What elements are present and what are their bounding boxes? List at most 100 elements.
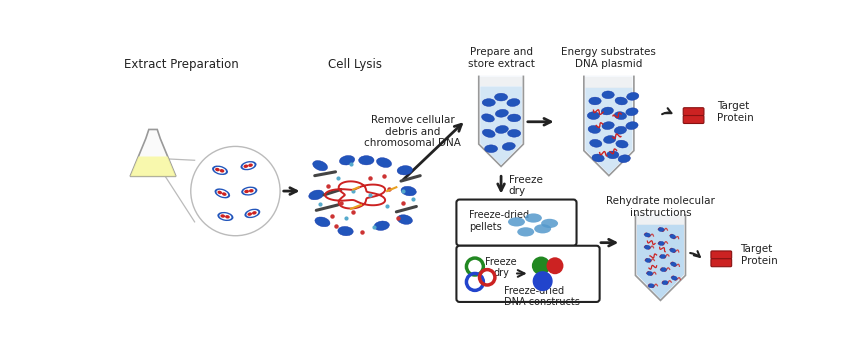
- Ellipse shape: [313, 161, 327, 171]
- Ellipse shape: [658, 241, 664, 246]
- Ellipse shape: [243, 164, 248, 168]
- Ellipse shape: [377, 158, 392, 167]
- Ellipse shape: [618, 155, 631, 163]
- Ellipse shape: [215, 168, 220, 171]
- Polygon shape: [636, 214, 685, 300]
- Polygon shape: [586, 77, 632, 88]
- Ellipse shape: [670, 248, 676, 252]
- Ellipse shape: [602, 122, 615, 130]
- Polygon shape: [130, 157, 176, 176]
- Ellipse shape: [647, 271, 653, 276]
- Ellipse shape: [507, 99, 520, 106]
- Ellipse shape: [671, 262, 677, 266]
- Polygon shape: [479, 76, 524, 166]
- Ellipse shape: [626, 92, 639, 100]
- Ellipse shape: [214, 167, 226, 174]
- Text: Freeze-dried
pellets: Freeze-dried pellets: [468, 210, 529, 232]
- Ellipse shape: [220, 214, 225, 218]
- Text: Freeze
dry: Freeze dry: [509, 175, 542, 196]
- Text: Freeze
dry: Freeze dry: [485, 256, 517, 278]
- Ellipse shape: [241, 161, 257, 170]
- Ellipse shape: [645, 258, 651, 262]
- Ellipse shape: [541, 219, 558, 228]
- Ellipse shape: [219, 169, 224, 173]
- Ellipse shape: [660, 268, 666, 271]
- Text: Prepare and
store extract: Prepare and store extract: [468, 47, 535, 69]
- Ellipse shape: [615, 112, 626, 119]
- Circle shape: [532, 256, 550, 275]
- Ellipse shape: [397, 215, 412, 224]
- Ellipse shape: [496, 125, 508, 133]
- Ellipse shape: [602, 91, 615, 99]
- Ellipse shape: [592, 154, 604, 162]
- Ellipse shape: [212, 165, 228, 175]
- Ellipse shape: [495, 93, 507, 101]
- Ellipse shape: [660, 254, 666, 258]
- Ellipse shape: [482, 129, 496, 137]
- Ellipse shape: [314, 217, 330, 227]
- Ellipse shape: [588, 125, 600, 133]
- Ellipse shape: [658, 227, 664, 232]
- Ellipse shape: [218, 212, 234, 221]
- Ellipse shape: [242, 162, 254, 169]
- Text: Cell Lysis: Cell Lysis: [328, 58, 382, 71]
- Ellipse shape: [496, 109, 508, 117]
- Ellipse shape: [249, 189, 253, 193]
- Ellipse shape: [662, 281, 668, 285]
- FancyBboxPatch shape: [683, 108, 704, 116]
- Ellipse shape: [615, 97, 627, 105]
- Ellipse shape: [243, 188, 255, 194]
- FancyBboxPatch shape: [711, 259, 732, 267]
- FancyBboxPatch shape: [683, 116, 704, 123]
- Ellipse shape: [616, 140, 628, 148]
- Ellipse shape: [217, 190, 228, 197]
- Polygon shape: [130, 130, 176, 176]
- Ellipse shape: [246, 210, 258, 217]
- Text: Rehydrate molecular
instructions: Rehydrate molecular instructions: [606, 196, 715, 218]
- Polygon shape: [586, 88, 632, 174]
- Ellipse shape: [508, 217, 525, 226]
- Ellipse shape: [374, 221, 389, 231]
- Ellipse shape: [337, 226, 354, 236]
- Ellipse shape: [245, 209, 260, 218]
- Ellipse shape: [244, 190, 249, 193]
- Ellipse shape: [604, 136, 615, 143]
- Ellipse shape: [482, 99, 496, 106]
- Polygon shape: [480, 77, 522, 87]
- Ellipse shape: [601, 107, 614, 115]
- Ellipse shape: [222, 192, 227, 196]
- Ellipse shape: [219, 213, 231, 220]
- Polygon shape: [480, 87, 522, 165]
- Ellipse shape: [589, 97, 601, 105]
- FancyBboxPatch shape: [711, 251, 732, 259]
- Text: Extract Preparation: Extract Preparation: [124, 58, 239, 71]
- Ellipse shape: [218, 191, 222, 194]
- Polygon shape: [584, 76, 634, 176]
- Text: Freeze-dried
DNA constructs: Freeze-dried DNA constructs: [504, 286, 580, 307]
- Ellipse shape: [339, 155, 354, 165]
- Ellipse shape: [241, 187, 258, 196]
- Ellipse shape: [518, 227, 534, 237]
- Ellipse shape: [225, 215, 230, 219]
- Ellipse shape: [252, 211, 257, 214]
- Ellipse shape: [247, 212, 252, 216]
- Ellipse shape: [607, 151, 619, 159]
- Circle shape: [547, 257, 564, 274]
- Ellipse shape: [534, 224, 551, 234]
- Ellipse shape: [644, 233, 650, 237]
- Ellipse shape: [649, 284, 654, 288]
- Ellipse shape: [590, 139, 602, 147]
- Ellipse shape: [214, 188, 230, 198]
- Ellipse shape: [401, 186, 416, 196]
- Ellipse shape: [359, 155, 374, 165]
- Ellipse shape: [626, 108, 638, 116]
- Polygon shape: [637, 216, 684, 224]
- Ellipse shape: [670, 234, 676, 239]
- Ellipse shape: [507, 114, 521, 122]
- Circle shape: [190, 146, 280, 236]
- Ellipse shape: [626, 122, 638, 130]
- Ellipse shape: [397, 166, 412, 175]
- Ellipse shape: [525, 213, 542, 223]
- Ellipse shape: [615, 126, 626, 134]
- Ellipse shape: [309, 190, 324, 200]
